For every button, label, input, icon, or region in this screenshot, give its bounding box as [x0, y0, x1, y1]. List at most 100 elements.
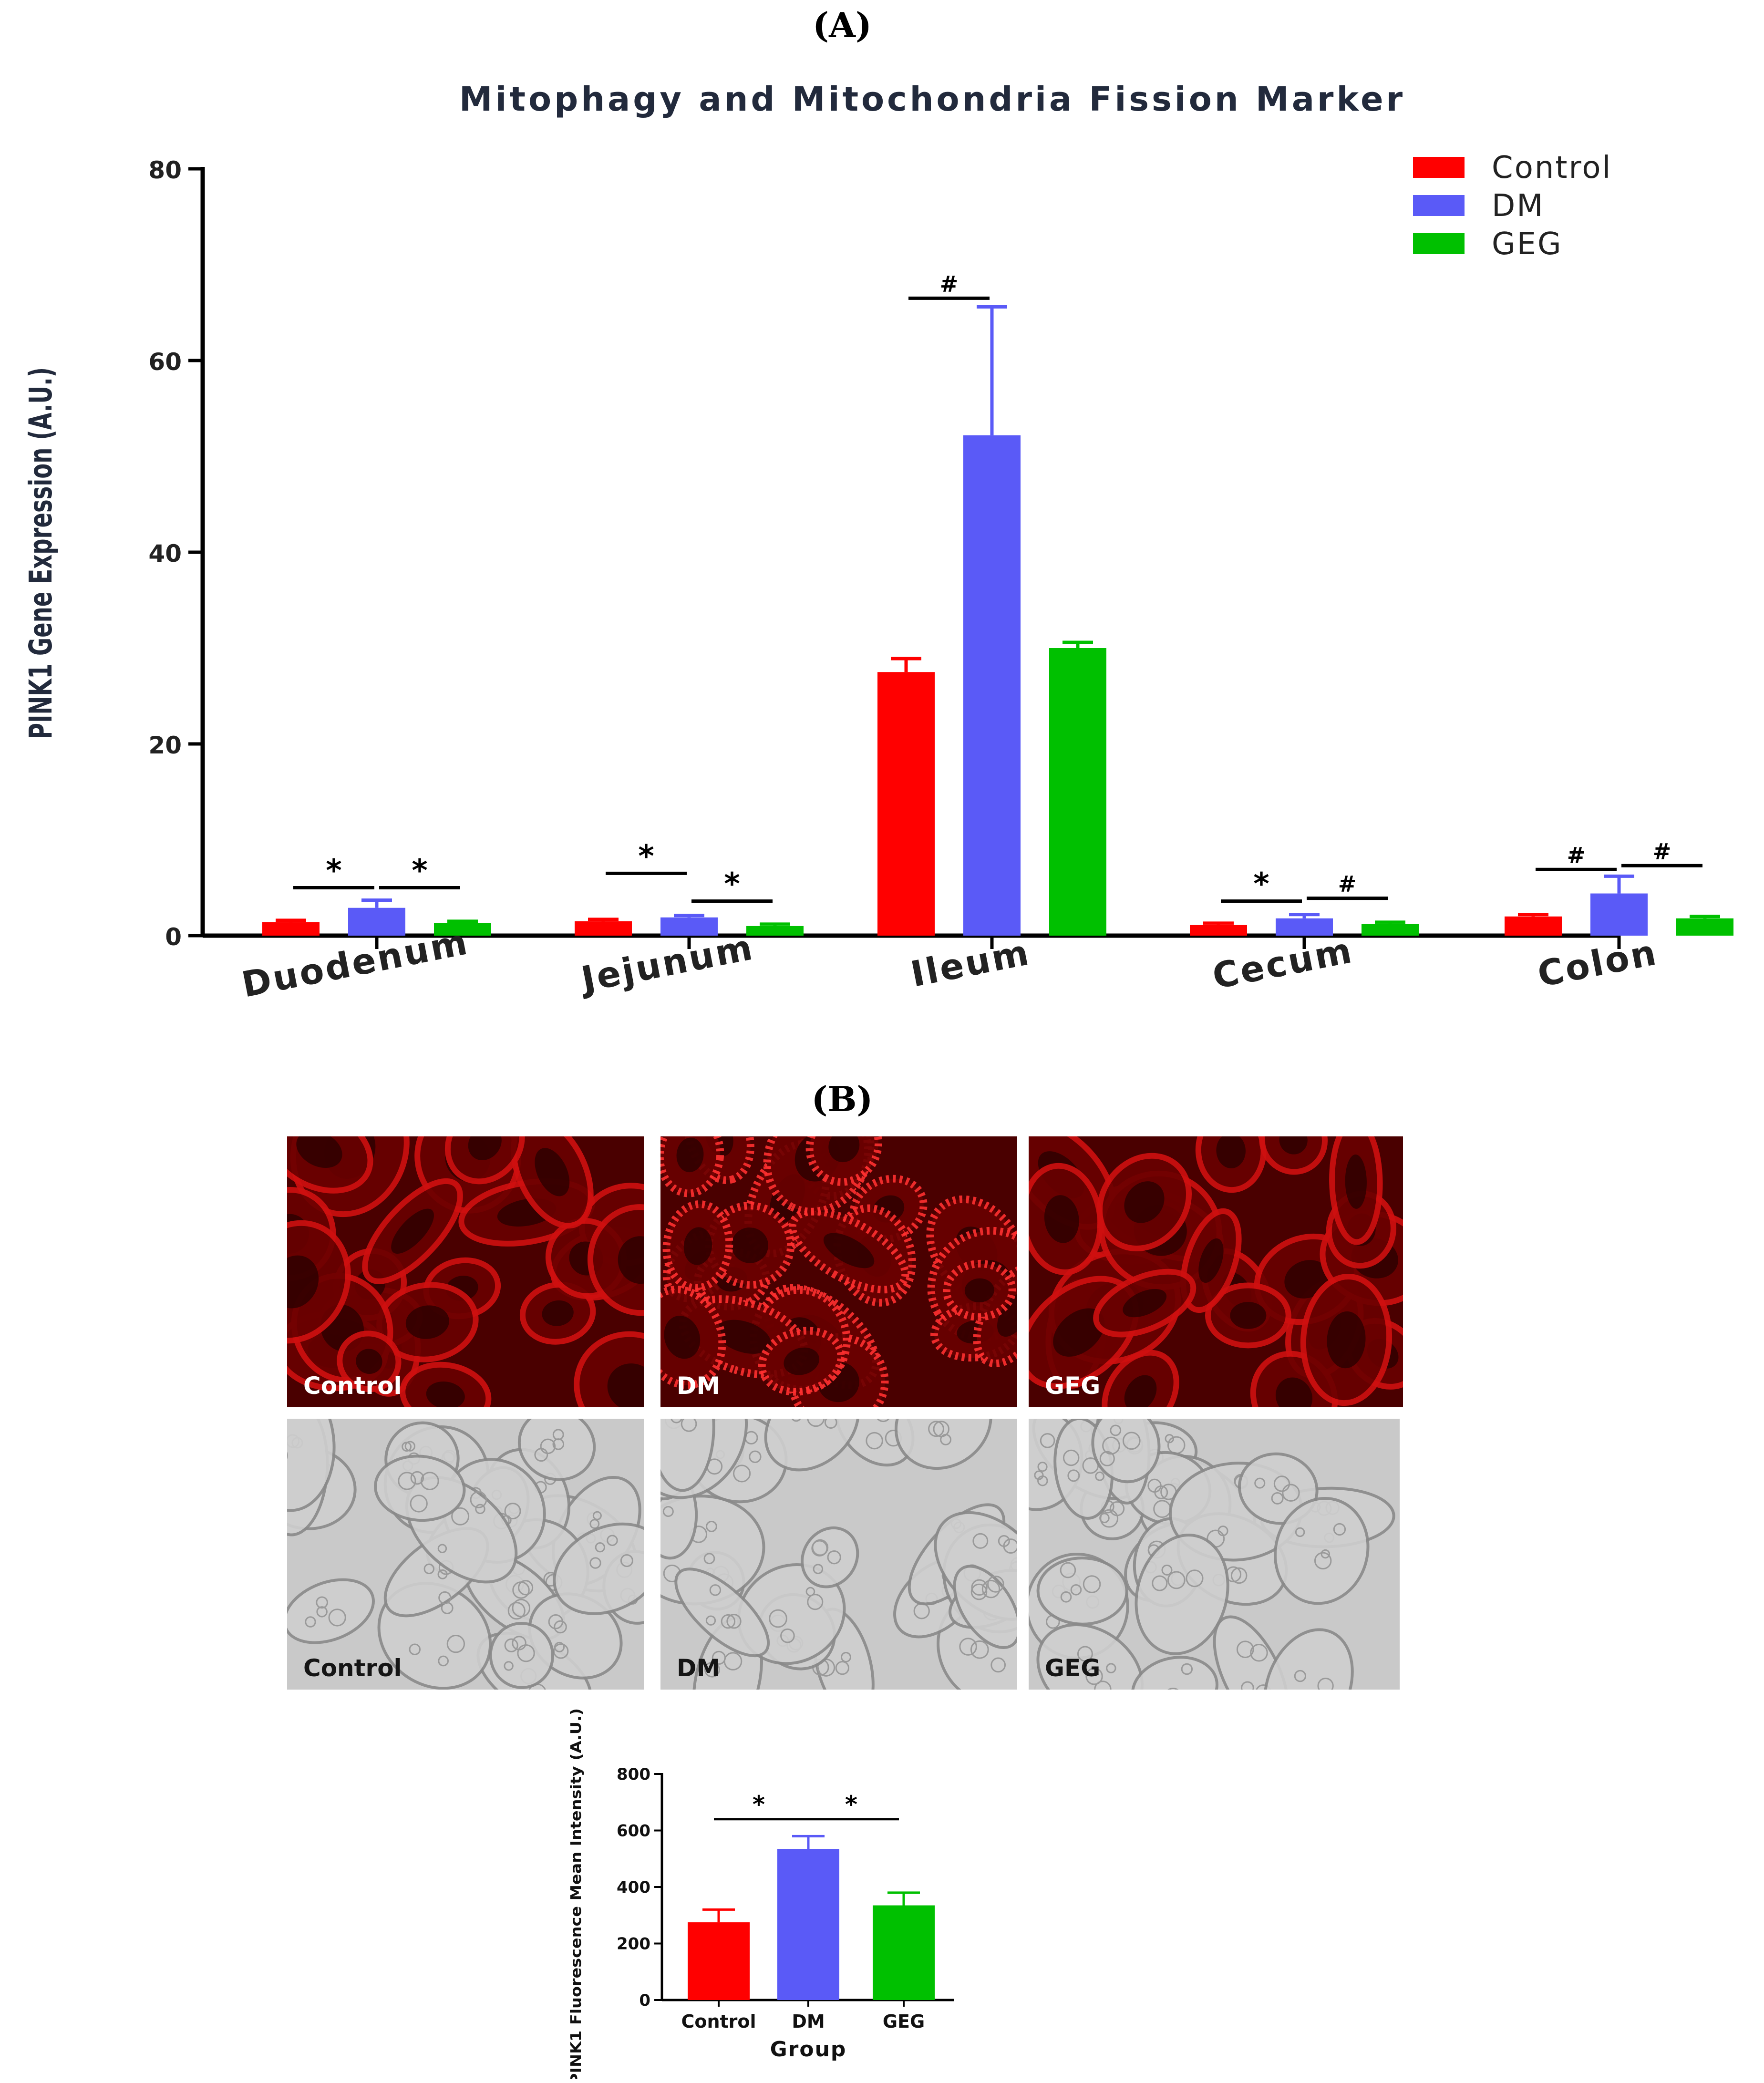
crypt-lumen: [535, 1148, 570, 1196]
cell-outline: [1167, 1571, 1186, 1589]
crypt-lumen: [1198, 1238, 1224, 1283]
crypt-lumen: [1053, 1308, 1105, 1357]
crypt-lumen: [391, 1208, 434, 1254]
bar-geg-ileum: [1049, 648, 1106, 936]
cell-outline: [504, 1661, 514, 1671]
cell-outline: [507, 1602, 526, 1620]
cell-outline: [316, 1596, 328, 1609]
micrograph-fluorescence-control: Control: [287, 1136, 644, 1407]
micrograph-image: [1029, 1136, 1403, 1407]
crypt-lumen: [664, 1316, 701, 1359]
bar-control-jejunum: [575, 921, 632, 936]
crypt-lumen: [784, 1347, 820, 1375]
y-tick-label: 400: [617, 1878, 650, 1897]
x-tick-label: GEG: [883, 2011, 925, 2032]
cell-outline: [1333, 1523, 1346, 1536]
significance-marker: *: [845, 1791, 857, 1818]
cell-outline: [704, 1661, 720, 1678]
crypt-lumen: [1123, 1289, 1167, 1318]
significance-marker: *: [326, 854, 341, 889]
cell-outline: [1217, 1526, 1228, 1536]
cell-outline: [1095, 1471, 1105, 1481]
crypt-shape: [1036, 1557, 1128, 1626]
crypt-shape: [801, 1526, 859, 1588]
cell-outline: [420, 1472, 439, 1490]
crypt-lumen: [823, 1233, 875, 1268]
significance-marker: #: [1338, 871, 1357, 897]
y-tick-label: 20: [148, 732, 182, 759]
cell-outline: [959, 1638, 977, 1656]
cell-outline: [981, 1579, 1001, 1598]
gene-expression-chart: Mitophagy and Mitochondria Fission Marke…: [22, 80, 1733, 1006]
bar-geg: [873, 1905, 935, 2000]
x-tick-label: Control: [681, 2011, 756, 2032]
y-axis-label: PINK1 Fluorescence Mean Intensity (A.U.): [568, 1708, 585, 2079]
crypt-lumen: [676, 1137, 704, 1173]
micrograph-image: [660, 1419, 1017, 1690]
cell-outline: [1085, 1668, 1103, 1685]
micrograph-label: GEG: [1045, 1654, 1101, 1682]
crypt-shape: [553, 1522, 644, 1615]
cell-outline: [409, 1643, 421, 1655]
cell-outline: [620, 1554, 633, 1567]
cell-outline: [404, 1441, 415, 1452]
cell-outline: [662, 1506, 674, 1517]
cell-outline: [328, 1609, 346, 1627]
cell-outline: [813, 1564, 824, 1574]
cell-outline: [971, 1579, 988, 1596]
cell-outline: [1122, 1432, 1141, 1450]
cell-outline: [423, 1563, 434, 1575]
cell-outline: [866, 1432, 883, 1450]
cell-outline: [1102, 1436, 1120, 1455]
cell-outline: [1250, 1643, 1268, 1662]
cell-outline: [1186, 1569, 1204, 1588]
cell-outline: [1070, 1584, 1082, 1596]
x-tick-label: DM: [792, 2011, 825, 2032]
cell-outline: [1165, 1434, 1174, 1444]
crypt-lumen: [1279, 1136, 1308, 1155]
cell-outline: [517, 1644, 535, 1662]
cell-outline: [1037, 1462, 1048, 1472]
crypt-shape: [1238, 1452, 1319, 1525]
y-tick-label: 0: [165, 923, 182, 951]
cell-outline: [671, 1419, 682, 1423]
fluorescence-intensity-chart: 0 200 400 600 800 PINK1 Fluorescence Mean Int…: [568, 1708, 954, 2079]
cell-outline: [998, 1535, 1010, 1547]
cell-outline: [990, 1657, 1006, 1673]
crypt-shape: [1036, 1623, 1144, 1690]
cell-outline: [607, 1535, 618, 1547]
cell-outline: [840, 1652, 851, 1662]
significance-marker: #: [1567, 842, 1586, 868]
crypt-lumen: [716, 1320, 771, 1354]
y-tick-label: 60: [148, 348, 182, 376]
micrograph-label: Control: [303, 1372, 402, 1400]
cell-outline: [1100, 1509, 1119, 1528]
cell-outline: [827, 1550, 841, 1565]
crypt-shape: [953, 1565, 1017, 1649]
crypt-shape: [287, 1419, 336, 1512]
crypt-shape: [374, 1454, 466, 1522]
crypt-lumen: [1345, 1155, 1367, 1209]
cell-outline: [726, 1614, 742, 1629]
crypt-lumen: [1275, 1377, 1313, 1407]
micrograph-image: [660, 1136, 1017, 1407]
cell-outline: [1230, 1567, 1248, 1584]
crypt-lumen: [1044, 1195, 1079, 1243]
cell-outline: [1060, 1562, 1076, 1578]
cell-outline: [305, 1616, 316, 1628]
crypt-shape: [1135, 1534, 1229, 1655]
cell-outline: [595, 1542, 605, 1553]
bar-control-ileum: [877, 672, 935, 936]
bar-geg-duodenum: [434, 923, 491, 936]
cell-outline: [987, 1576, 1004, 1593]
cell-outline: [589, 1557, 601, 1569]
cell-outline: [1110, 1424, 1122, 1436]
y-tick-label: 80: [148, 156, 182, 184]
legend-swatch-geg: [1413, 233, 1465, 254]
x-tick-label: Ileum: [908, 932, 1034, 995]
cell-outline: [703, 1553, 715, 1565]
cell-outline: [877, 1419, 890, 1423]
micrograph-image: [1029, 1419, 1400, 1690]
micrograph-label: DM: [677, 1654, 721, 1682]
x-tick-label: Cecum: [1209, 930, 1357, 997]
